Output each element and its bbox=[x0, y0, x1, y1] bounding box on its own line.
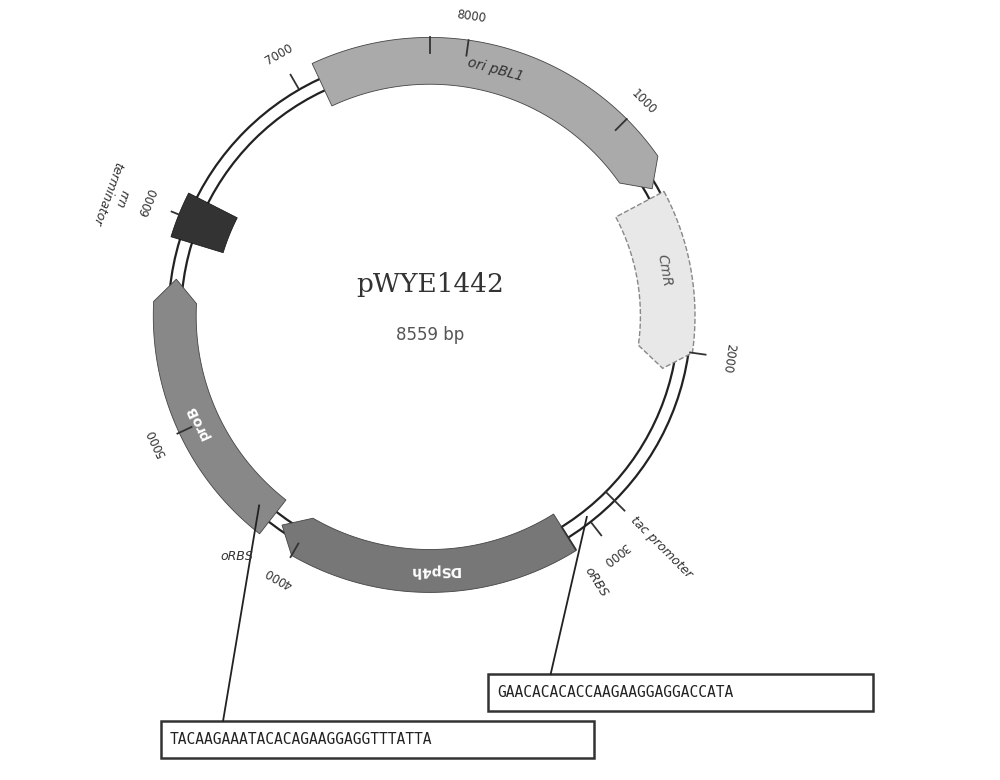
Text: 5000: 5000 bbox=[144, 427, 168, 459]
Text: GAACACACACCAAGAAGGAGGACCATA: GAACACACACCAAGAAGGAGGACCATA bbox=[498, 685, 734, 700]
Polygon shape bbox=[171, 193, 237, 253]
Text: 8559 bp: 8559 bp bbox=[396, 326, 464, 345]
Polygon shape bbox=[153, 279, 286, 534]
Text: oRBS: oRBS bbox=[220, 550, 253, 562]
Text: DSp4h: DSp4h bbox=[409, 563, 460, 578]
Text: pWYE1442: pWYE1442 bbox=[356, 272, 504, 297]
Bar bbox=[488, 674, 873, 711]
Text: ori pBL1: ori pBL1 bbox=[466, 55, 525, 83]
Text: 6000: 6000 bbox=[138, 186, 161, 219]
Text: 7000: 7000 bbox=[263, 41, 295, 68]
Text: 4000: 4000 bbox=[263, 564, 295, 590]
Polygon shape bbox=[312, 37, 658, 189]
Polygon shape bbox=[282, 514, 576, 592]
Text: 2000: 2000 bbox=[720, 342, 737, 374]
Polygon shape bbox=[616, 191, 695, 368]
Text: 1000: 1000 bbox=[628, 87, 658, 118]
Text: rrn
terminator: rrn terminator bbox=[89, 160, 139, 232]
Text: 8000: 8000 bbox=[456, 9, 487, 26]
Text: 3000: 3000 bbox=[600, 540, 631, 568]
Text: oRBS: oRBS bbox=[582, 566, 611, 600]
Text: CmR: CmR bbox=[654, 254, 674, 288]
Text: tac promoter: tac promoter bbox=[628, 514, 695, 581]
Text: TACAAGAAATACACAGAAGGAGGTTTATTA: TACAAGAAATACACAGAAGGAGGTTTATTA bbox=[170, 732, 433, 747]
Bar bbox=[161, 721, 594, 758]
Text: proB: proB bbox=[184, 402, 212, 441]
